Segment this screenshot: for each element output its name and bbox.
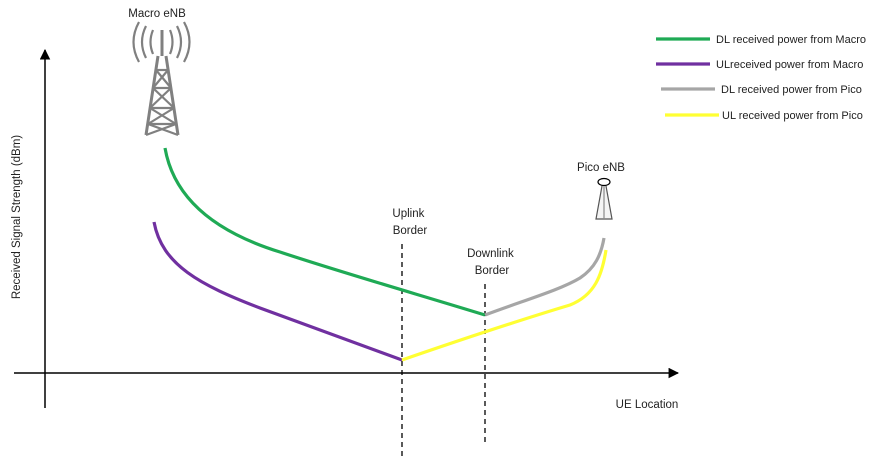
x-axis-label: UE Location [616,399,679,411]
ul-macro-curve [152,221,403,362]
legend-label-ul-macro: ULreceived power from Macro [716,59,863,71]
pico-tower-icon [595,177,613,220]
macro-tower-icon [132,21,191,137]
y-axis-label: Received Signal Strength (dBm) [11,135,23,299]
legend-label-ul-pico: UL received power from Pico [722,110,863,122]
uplink-border-label: Uplink Border [392,208,427,237]
legend-label-dl-macro: DL received power from Macro [716,34,866,46]
pico-label: Pico eNB [577,162,625,174]
legend: DL received power from Macro ULreceived … [656,34,866,122]
dl-macro-curve [163,147,486,317]
macro-label: Macro eNB [128,8,186,20]
ul-pico-curve [401,249,608,362]
downlink-border-label: Downlink Border [467,248,517,277]
dl-pico-curve [484,237,606,317]
legend-label-dl-pico: DL received power from Pico [721,84,862,96]
